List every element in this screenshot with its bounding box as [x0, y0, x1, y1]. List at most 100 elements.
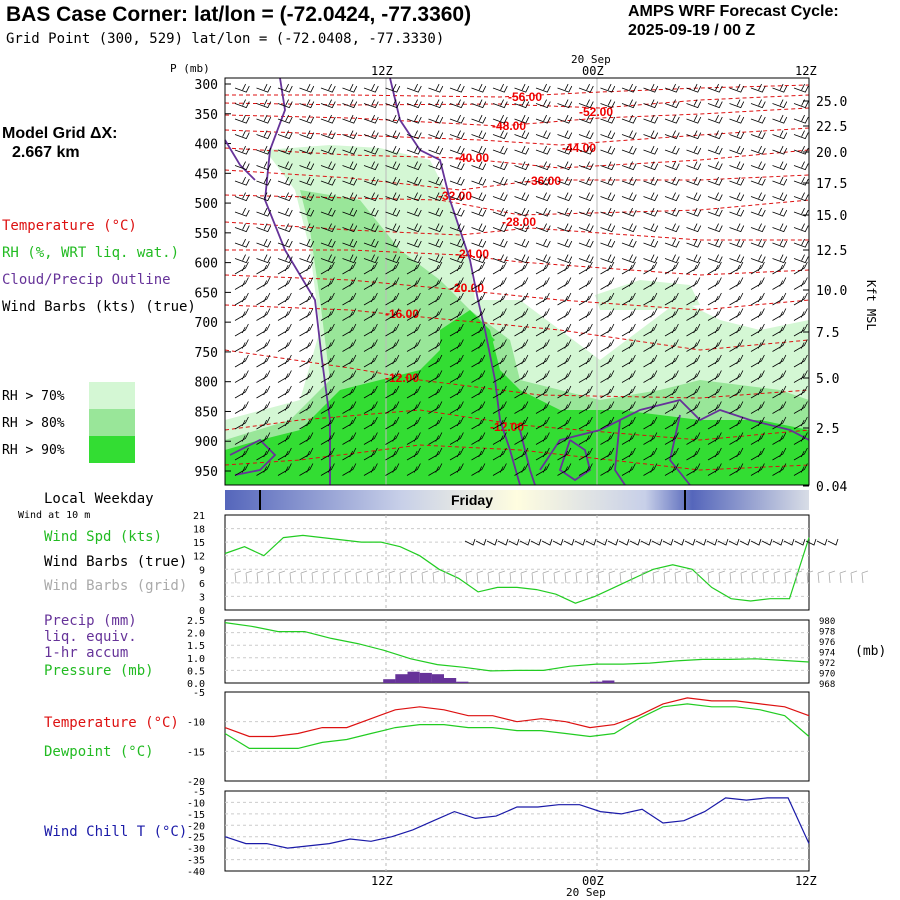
wind-barb	[793, 277, 808, 290]
wind-barb	[320, 161, 336, 171]
wind-barb	[707, 83, 723, 93]
wind-panel-tick-label: 18	[193, 525, 205, 536]
surface-wind-barb-grid	[399, 570, 407, 584]
wind-chill-panel-tick-label: -40	[187, 867, 205, 878]
wind-barb	[363, 354, 378, 368]
wind-barb	[342, 292, 357, 306]
precip-bar	[395, 674, 408, 683]
wind-barb	[256, 401, 271, 414]
wind-barb	[514, 354, 529, 368]
surface-wind-barb-grid	[256, 570, 264, 584]
wind-barb	[385, 401, 400, 414]
wind-barb	[234, 223, 250, 233]
wind-barb	[643, 277, 658, 290]
surface-wind-barb-grid	[773, 570, 781, 584]
wind-barb	[492, 176, 508, 186]
wind-barb	[578, 223, 594, 233]
wind-barb	[471, 207, 487, 217]
wind-barb	[535, 192, 551, 202]
surface-wind-barb-true	[772, 538, 784, 546]
wind-barb	[492, 447, 507, 461]
wind-barb	[471, 99, 487, 109]
wind-barb	[492, 385, 507, 399]
cloud-outline	[229, 438, 277, 476]
wind-barb	[234, 401, 249, 414]
wind-barb	[449, 254, 465, 264]
wind-barb	[664, 114, 680, 124]
surface-wind-barb-true	[739, 538, 751, 546]
wind-barb	[557, 401, 572, 414]
wind-panel-frame	[224, 514, 810, 611]
wind-barbs-grid-label: Wind Barbs (grid)	[44, 578, 188, 594]
wind-barb	[256, 99, 272, 109]
precip-label: Precip (mm)	[44, 613, 137, 629]
wind-barb	[320, 99, 336, 109]
wind-barb	[686, 447, 701, 461]
wind-barb	[428, 83, 444, 93]
wind-barb	[750, 238, 766, 248]
cloud-outline	[614, 419, 626, 486]
wind-barb	[492, 292, 507, 306]
wind-barb	[471, 432, 486, 445]
wind-barb	[535, 83, 551, 93]
surface-wind-barb-grid	[597, 570, 605, 584]
wind-barb	[514, 463, 529, 476]
wind-barb	[600, 145, 616, 155]
wind-barb	[471, 161, 487, 171]
wind-barb	[772, 261, 787, 275]
wind-barb	[492, 308, 507, 321]
wind-barb	[385, 130, 401, 140]
wind-barb	[664, 354, 679, 368]
surface-wind-barb-true	[552, 538, 564, 546]
wind-barb	[363, 254, 379, 264]
wind-barb	[578, 176, 594, 186]
wind-barb	[772, 447, 787, 461]
wind-panel-tick-label: 0	[199, 606, 205, 617]
temperature-contour-label: -20.00	[450, 281, 484, 295]
wind-barb	[234, 83, 250, 93]
wind-barb	[514, 261, 529, 275]
wind-barb	[256, 207, 272, 217]
surface-wind-barb-grid	[520, 570, 528, 584]
wind-barb	[514, 339, 529, 352]
wind-barb	[342, 223, 358, 233]
wind-barb	[277, 416, 292, 430]
surface-wind-barb-grid	[685, 570, 693, 584]
wind-barb	[621, 161, 637, 171]
wind-barb	[729, 432, 744, 445]
legend-rh90-swatch	[89, 436, 135, 463]
wind-barb	[277, 238, 293, 248]
precip-bar	[431, 674, 444, 683]
wind-barb	[492, 145, 508, 155]
wind-chill-panel-tick-label: -25	[187, 833, 205, 844]
wind-barb	[707, 385, 722, 399]
wind-barb	[406, 161, 422, 171]
wind-barb	[707, 114, 723, 124]
wind-barb	[535, 99, 551, 109]
wind-barb	[578, 432, 593, 445]
surface-wind-barb-true	[827, 538, 839, 546]
wind-barb	[600, 83, 616, 93]
surface-wind-barb-grid	[465, 570, 473, 584]
wind-barb	[793, 99, 809, 109]
wind-barb	[428, 308, 443, 321]
wind-barb	[385, 261, 400, 275]
wind-barb	[600, 432, 615, 445]
wind-barb	[385, 432, 400, 445]
wind-barb	[406, 99, 422, 109]
wind-barb	[535, 238, 551, 248]
temperature-contour-label: -28.00	[502, 215, 536, 229]
surface-wind-barb-grid	[267, 570, 275, 584]
wind-barb	[363, 323, 378, 337]
wind-barb	[492, 99, 508, 109]
pressure-tick-label: 970	[819, 670, 835, 680]
wind-barb	[729, 323, 744, 337]
wind-barb	[256, 370, 271, 383]
wind-barb	[772, 114, 788, 124]
wind-barb	[793, 416, 808, 430]
surface-wind-barb-grid	[674, 570, 682, 584]
wind-barb	[729, 161, 745, 171]
wind-barb	[514, 416, 529, 430]
wind-barb	[363, 292, 378, 306]
surface-wind-barb-grid	[476, 570, 484, 584]
